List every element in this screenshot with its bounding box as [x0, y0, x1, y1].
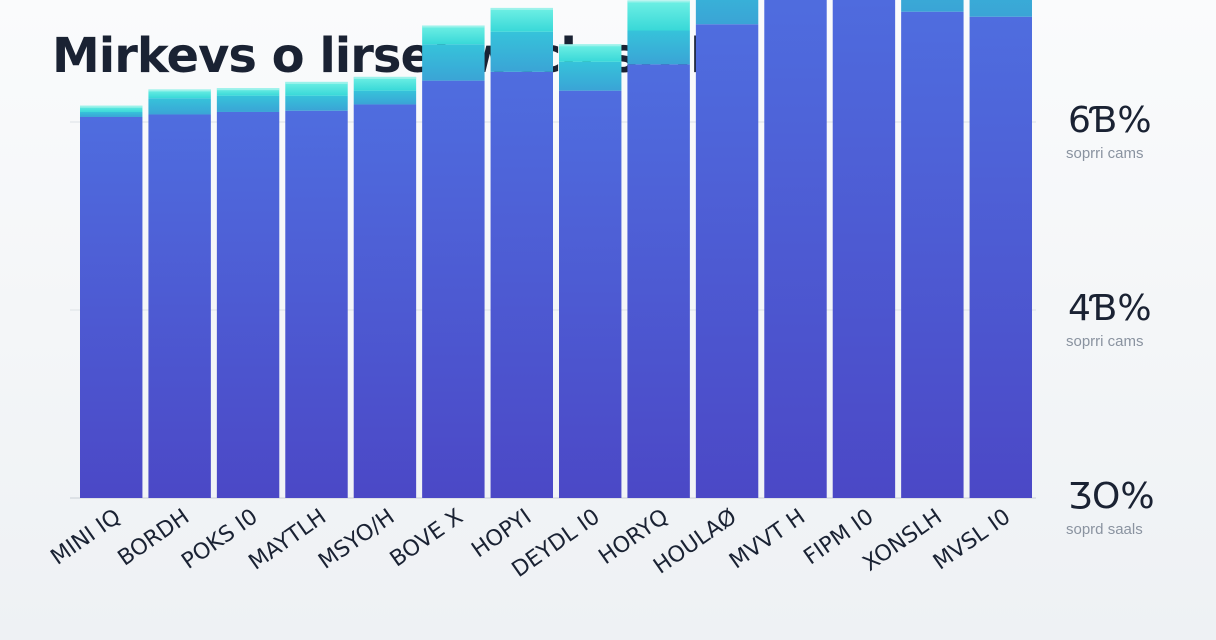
bar-highlight: [148, 89, 211, 92]
category-label: MAYTLH: [245, 504, 331, 575]
bar-segment: [559, 44, 622, 62]
bar-segment: [901, 11, 964, 499]
bar-segment: [148, 89, 211, 99]
bar-segment: [901, 0, 964, 12]
bar-segment: [422, 44, 485, 81]
bar-highlight: [216, 88, 280, 91]
right-value-label: ƷO%: [1068, 476, 1155, 517]
bar-segment: [216, 88, 280, 96]
bar-segment: [216, 111, 280, 499]
bar-segment: [148, 114, 211, 498]
bar-segment: [80, 116, 143, 498]
right-sub-label: soprri cams: [1066, 145, 1144, 162]
bar-segment: [353, 76, 417, 91]
bar-segment: [969, 0, 1032, 17]
bar-segment: [422, 25, 485, 45]
bar-segment: [695, 24, 759, 499]
bar-segment: [285, 95, 348, 111]
bar-highlight: [559, 44, 622, 47]
right-value-label: 6Ɓ%: [1068, 100, 1152, 141]
category-label: MVVT H: [725, 504, 810, 574]
bar-segment: [80, 111, 143, 117]
right-value-label: 4Ɓ%: [1068, 288, 1152, 329]
bar-segment: [80, 105, 143, 112]
bar-segment: [627, 30, 690, 65]
bar-segment: [490, 71, 553, 498]
bar-segment: [627, 0, 690, 31]
category-label: MSYO/H: [314, 504, 399, 574]
bar-highlight: [627, 0, 690, 3]
bar-segment: [148, 98, 211, 115]
category-label: BOVE X: [386, 504, 468, 572]
bar-segment: [832, 0, 896, 498]
bars: [80, 0, 1032, 499]
chart-title: Mirkevs o lirsef wtch stale: [52, 28, 738, 84]
bar-highlight: [285, 81, 348, 84]
bar-segment: [490, 31, 553, 72]
bar-segment: [285, 110, 348, 498]
right-sub-label: soprri cams: [1066, 333, 1144, 350]
bar-segment: [216, 95, 280, 112]
bar-highlight: [80, 105, 143, 108]
bar-segment: [627, 64, 690, 498]
bar-highlight: [422, 25, 485, 28]
bar-segment: [559, 61, 622, 91]
bar-segment: [764, 0, 827, 499]
bar-segment: [285, 81, 348, 96]
category-label: XONSLH: [859, 504, 947, 576]
bar-segment: [969, 16, 1032, 498]
category-label: MVSL I0: [929, 504, 1015, 575]
bar-segment: [353, 90, 417, 105]
bar-segment: [353, 104, 417, 498]
bar-segment: [559, 90, 622, 499]
bar-highlight: [353, 76, 417, 79]
right-sub-label: soprd saals: [1066, 521, 1143, 538]
right-labels: 6Ɓ% soprri cams 4Ɓ% soprri cams ƷO% soprd saa…: [1066, 100, 1155, 538]
bar-segment: [695, 0, 759, 25]
category-label: MINI IQ: [46, 504, 125, 570]
bar-segment: [422, 80, 485, 498]
bar-segment: [490, 7, 553, 32]
bar-highlight: [490, 7, 553, 10]
